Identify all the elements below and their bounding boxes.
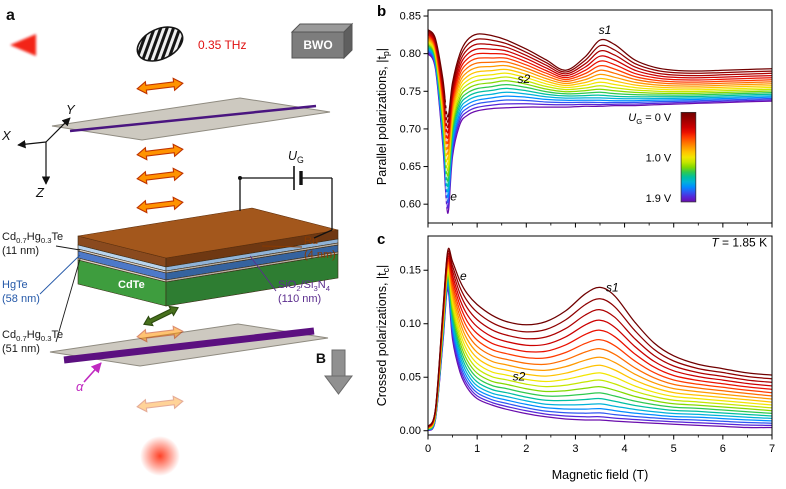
curve	[427, 46, 773, 188]
beam-exit-glow	[140, 436, 180, 476]
gate-circuit	[238, 166, 333, 239]
polarizer-axis-line	[69, 104, 317, 133]
y-tick-label: 0.00	[400, 425, 421, 437]
curve	[427, 259, 773, 429]
sample-top-face	[77, 207, 339, 259]
polarizer-plate	[51, 97, 331, 141]
label-cap-bottom: Cd0.7Hg0.3Te	[2, 329, 63, 343]
curves	[427, 247, 773, 432]
annotation-e: e	[450, 189, 457, 203]
x-tick-label: 7	[769, 443, 775, 455]
sample-stack	[77, 207, 339, 307]
curve	[427, 273, 773, 430]
y-tick-label: 0.85	[400, 11, 421, 23]
x-tick-label: 6	[720, 443, 726, 455]
curve	[427, 250, 773, 428]
curve	[427, 252, 773, 428]
y-tick-label: 0.10	[400, 318, 421, 330]
x-tick-label: 2	[523, 443, 529, 455]
y-axis-title: Crossed polarizations, |tc|	[375, 265, 391, 407]
legend-entry: UG = 0 V	[628, 112, 672, 126]
charts-column: 0.60 0.65 0.70 0.75 0.80 0.85 Parallel polariz…	[372, 0, 786, 489]
label-cap-bottom-thickness: (51 nm)	[2, 343, 40, 355]
x-tick-label: 1	[474, 443, 480, 455]
x-tick-label: 5	[671, 443, 677, 455]
bwo-label: BWO	[303, 38, 332, 52]
y-tick-label: 0.60	[400, 199, 421, 211]
curve	[427, 29, 773, 118]
magnetic-field-arrow	[324, 349, 353, 395]
colorbar-legend: UG = 0 V 1.0 V 1.9 V	[628, 111, 697, 205]
plot-frame	[427, 9, 773, 224]
legend-entry: 1.0 V	[646, 153, 672, 165]
label-insulator-thickness: (110 nm)	[278, 293, 321, 305]
alpha-label: α	[76, 379, 84, 394]
leader-lines	[39, 245, 303, 343]
x-axis: 0 1 2 3 4 5 6 7	[425, 435, 775, 455]
alpha-angle-arrow	[83, 362, 102, 383]
panel-letter: b	[377, 3, 386, 20]
curve	[427, 271, 773, 430]
x-axis	[427, 223, 773, 228]
curve	[427, 37, 773, 150]
curve	[427, 282, 773, 431]
y-tick-label: 0.05	[400, 372, 421, 384]
y-axis: 0.00 0.05 0.10 0.15	[400, 265, 428, 437]
y-tick-label: 0.75	[400, 86, 421, 98]
label-cap-top-thickness: (11 nm)	[2, 245, 39, 257]
analyzer-plate	[49, 323, 329, 383]
label-hgte-thickness: (58 nm)	[2, 293, 40, 305]
label-hgte: HgTe	[2, 279, 28, 291]
setup-diagram: BWO Y X Z	[1, 7, 354, 476]
y-axis-title: Parallel polarizations, |tp|	[375, 48, 391, 185]
temperature-label: T = 1.85 K	[711, 236, 767, 250]
x-tick-label: 0	[425, 443, 431, 455]
legend-entry: 1.9 V	[646, 193, 672, 205]
gate-voltage-label: UG	[288, 149, 304, 165]
beam-arrowhead	[10, 34, 36, 56]
y-tick-label: 0.80	[400, 48, 421, 60]
x-tick-label: 4	[622, 443, 628, 455]
y-axis: 0.60 0.65 0.70 0.75 0.80 0.85	[400, 11, 428, 211]
x-tick-label: 3	[572, 443, 578, 455]
coordinate-axes	[17, 117, 71, 185]
axis-y-label: Y	[66, 102, 76, 117]
axis-z-label: Z	[35, 185, 45, 200]
curve	[427, 50, 773, 204]
panel-a-letter: a	[6, 7, 15, 24]
annotation-s1: s1	[606, 281, 619, 295]
curve	[427, 280, 773, 431]
curve	[427, 35, 773, 145]
curves	[427, 29, 773, 214]
annotation-s2: s2	[517, 72, 530, 86]
label-ru: Ru	[304, 235, 318, 247]
y-tick-label: 0.65	[400, 161, 421, 173]
y-tick-label: 0.70	[400, 123, 421, 135]
y-tick-label: 0.15	[400, 265, 421, 277]
bwo-source: BWO	[290, 22, 354, 60]
label-cdte: CdTe	[118, 279, 145, 291]
label-ru-thickness: (4 nm)	[304, 249, 336, 261]
annotation-e: e	[460, 269, 467, 283]
annotation-s2: s2	[513, 369, 526, 383]
beam-frequency-label: 0.35 THz	[198, 38, 246, 52]
field-label: B	[316, 350, 326, 366]
beam-chopper-icon	[136, 26, 184, 62]
label-insulator: SiO2/Si3N4	[278, 279, 331, 293]
annotation-s1: s1	[599, 23, 612, 37]
axis-x-label: X	[1, 128, 12, 143]
wire-junction-dot	[238, 176, 242, 180]
analyzer-stripe	[63, 327, 315, 364]
colorbar	[680, 111, 697, 203]
label-cap-top: Cd0.7Hg0.3Te	[2, 231, 63, 245]
x-axis-title: Magnetic field (T)	[552, 468, 649, 482]
curve	[427, 247, 773, 427]
panel-letter: c	[377, 231, 385, 248]
chart-parallel-polarizations: 0.60 0.65 0.70 0.75 0.80 0.85 Parallel polariz…	[375, 3, 773, 228]
